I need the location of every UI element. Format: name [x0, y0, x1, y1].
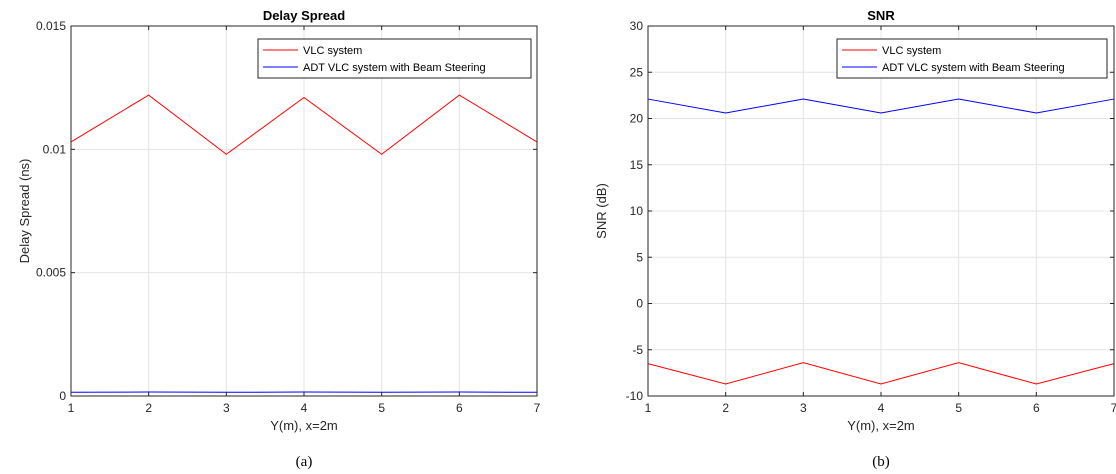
y-tick-label: 30: [630, 19, 644, 33]
x-tick-label: 6: [1033, 401, 1040, 415]
series-line-2: [647, 98, 1115, 114]
x-tick-label: 7: [1111, 401, 1116, 415]
x-tick-label: 2: [145, 401, 152, 415]
legend: VLC system ADT VLC system with Beam Steer…: [836, 38, 1108, 79]
chart-panel-2: 1 2 3 4 5 6 7 -10 -5 0 5 10 15 20 25 30 SNR Y(m), x=2m SNR…: [594, 8, 1116, 470]
x-tick-label: 1: [68, 401, 75, 415]
y-tick-label: 0.01: [43, 142, 67, 156]
y-tick-label: 0: [59, 389, 66, 403]
y-axis-label: Delay Spread (ns): [17, 159, 32, 264]
legend-box: [836, 38, 1108, 79]
y-tick-label: 0.015: [36, 19, 66, 33]
y-tick-label: -10: [626, 389, 644, 403]
y-tick-label: 20: [630, 112, 644, 126]
y-tick-label: 10: [630, 204, 644, 218]
x-tick-label: 5: [378, 401, 385, 415]
y-tick-label: 0.005: [36, 266, 66, 280]
panel-caption: (a): [296, 454, 313, 470]
x-tick-label: 6: [456, 401, 463, 415]
chart-title: Delay Spread: [263, 8, 345, 23]
x-axis-label: Y(m), x=2m: [847, 418, 915, 433]
legend-label-1: VLC system: [303, 45, 362, 57]
x-tick-label: 5: [955, 401, 962, 415]
x-tick-label: 3: [800, 401, 807, 415]
y-tick-label: 0: [636, 297, 643, 311]
x-tick-label: 4: [301, 401, 308, 415]
legend-label-1: VLC system: [882, 45, 941, 57]
chart-panel-1: 1 2 3 4 5 6 7 0 0.005 0.01 0.015 Delay Spread Y(m), …: [17, 8, 541, 470]
x-tick-label: 4: [878, 401, 885, 415]
y-tick-label: 5: [636, 250, 643, 264]
y-tick-label: 25: [630, 65, 644, 79]
series-line-1: [647, 362, 1115, 385]
y-tick-label: -5: [632, 343, 643, 357]
x-tick-label: 7: [534, 401, 541, 415]
legend-box: [257, 38, 532, 79]
x-axis-label: Y(m), x=2m: [270, 418, 338, 433]
legend-label-2: ADT VLC system with Beam Steering: [882, 62, 1065, 74]
panel-caption: (b): [872, 454, 890, 470]
legend-label-2: ADT VLC system with Beam Steering: [303, 62, 486, 74]
y-axis-label: SNR (dB): [594, 183, 609, 239]
y-tick-label: 15: [630, 158, 644, 172]
chart-title: SNR: [867, 8, 895, 23]
x-tick-label: 2: [722, 401, 729, 415]
legend: VLC system ADT VLC system with Beam Steer…: [257, 38, 532, 79]
x-tick-label: 1: [645, 401, 652, 415]
series-line-1: [70, 94, 538, 155]
x-tick-label: 3: [223, 401, 230, 415]
